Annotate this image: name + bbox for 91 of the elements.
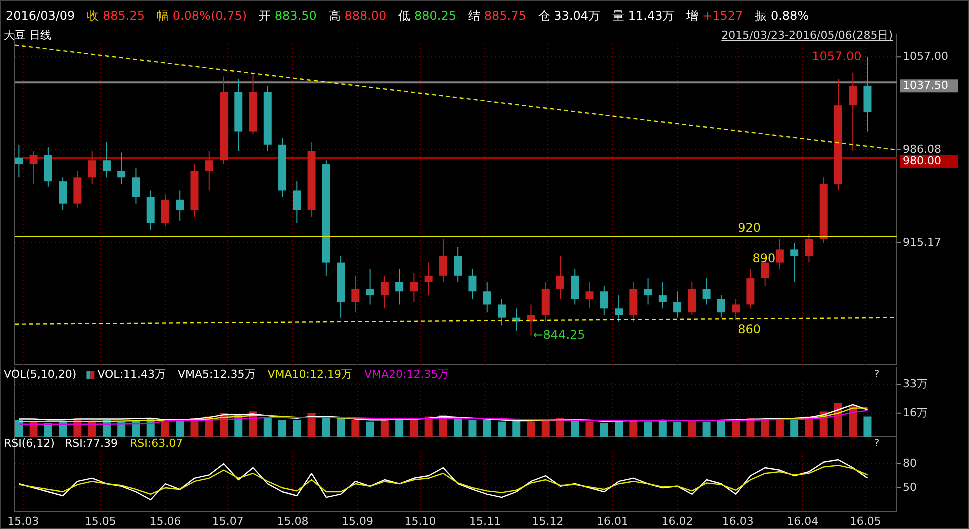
text: 收 885.25 <box>87 9 145 24</box>
x-tick-label: 16.01 <box>597 515 629 528</box>
candlestick <box>132 168 140 204</box>
text: 低 880.25 <box>398 9 457 24</box>
candlestick <box>658 282 667 310</box>
candlestick <box>674 291 682 318</box>
legend-label: VOL:11.43万 <box>98 368 166 382</box>
candlestick <box>424 262 433 296</box>
y-tick-label: 80 <box>903 457 917 470</box>
candlestick <box>118 152 126 185</box>
candlestick <box>702 278 711 306</box>
candlestick <box>776 238 784 270</box>
x-tick-label: 15.07 <box>212 515 244 528</box>
candlestick <box>527 304 536 336</box>
candlestick <box>468 268 477 300</box>
ref-line-label: 980.00 <box>903 154 942 168</box>
text: 增 +1527 <box>686 9 744 24</box>
candlestick <box>410 272 418 303</box>
chart-title: RSI(6,12) <box>4 437 55 450</box>
annotation: ←844.25 <box>533 328 586 342</box>
candlestick <box>293 181 302 224</box>
y-tick-label: 50 <box>903 481 917 494</box>
chart-title: 大豆 日线 <box>4 29 52 42</box>
x-tick-label: 16.02 <box>662 515 694 528</box>
candlestick <box>176 190 184 222</box>
candlestick <box>556 256 564 300</box>
text: ? <box>874 370 880 381</box>
candlestick <box>644 278 652 306</box>
y-tick-label: 16万 <box>903 406 928 420</box>
x-tick-label: 15.08 <box>277 515 309 528</box>
candlestick <box>600 286 608 316</box>
y-tick-label: 986.08 <box>903 143 942 156</box>
chart-subtitle: 2015/03/23-2016/05/06(285日) <box>722 29 893 42</box>
x-tick-label: 15.05 <box>84 515 116 528</box>
candlestick <box>571 268 580 306</box>
text: 仓 33.04万 <box>538 9 601 24</box>
x-tick-label: 15.12 <box>532 515 564 528</box>
candlestick <box>454 246 462 283</box>
candlestick <box>380 275 389 310</box>
text: 幅 0.08%(0.75) <box>157 9 248 24</box>
x-tick-label: 15.09 <box>342 515 374 528</box>
candlestick <box>161 194 170 227</box>
text: 高 888.00 <box>328 9 387 24</box>
text: 2016/03/09 <box>6 9 76 24</box>
candlestick <box>396 268 404 306</box>
chart-title: VOL(5,10,20) <box>4 368 77 382</box>
y-tick-label: 1057.00 <box>903 50 948 64</box>
candlestick <box>849 72 858 152</box>
text: VMA20:12.35万 <box>364 368 450 382</box>
candlestick <box>688 282 696 316</box>
candlestick <box>498 298 506 326</box>
annotation: 860 <box>738 322 761 337</box>
candlestick <box>439 238 448 283</box>
candlestick <box>88 150 96 185</box>
x-tick-label: 16.05 <box>850 515 882 528</box>
x-tick-label: 16.04 <box>787 515 819 528</box>
text: 振 0.88% <box>755 9 810 24</box>
candlestick <box>15 144 24 178</box>
x-tick-label: 15.11 <box>470 515 502 528</box>
text: VMA5:12.35万 <box>178 368 256 382</box>
candlestick <box>352 275 360 314</box>
candlestick <box>102 142 111 178</box>
text: 结 885.75 <box>468 9 526 24</box>
candlestick <box>30 150 38 185</box>
candlestick <box>805 233 814 264</box>
candlestick <box>732 298 740 321</box>
text: 开 883.50 <box>259 9 317 24</box>
candlestick <box>790 242 799 283</box>
candlestick <box>615 295 624 322</box>
candlestick <box>483 282 492 314</box>
text: RSI:63.07 <box>130 437 184 450</box>
text: VMA10:12.19万 <box>268 368 352 382</box>
text: 量 11.43万 <box>612 9 675 24</box>
text: ? <box>874 438 880 450</box>
candlestick <box>586 282 594 310</box>
y-tick-label: 915.17 <box>903 236 942 249</box>
x-tick-label: 16.03 <box>722 515 754 528</box>
annotation: 920 <box>738 220 761 235</box>
annotation: 1057.00 <box>812 49 862 64</box>
candlestick <box>717 295 726 318</box>
x-tick-label: 15.06 <box>150 515 182 528</box>
text: RSI:77.39 <box>64 437 118 450</box>
line-series <box>18 459 868 501</box>
candlestick <box>366 268 374 306</box>
line-series <box>18 465 868 495</box>
y-tick-label: 33万 <box>903 378 928 391</box>
candlestick <box>205 150 214 192</box>
x-tick-label: 15.03 <box>8 515 40 528</box>
ref-line-label: 1037.50 <box>903 79 948 92</box>
candlestick <box>59 177 68 211</box>
x-tick-label: 15.10 <box>404 515 436 528</box>
